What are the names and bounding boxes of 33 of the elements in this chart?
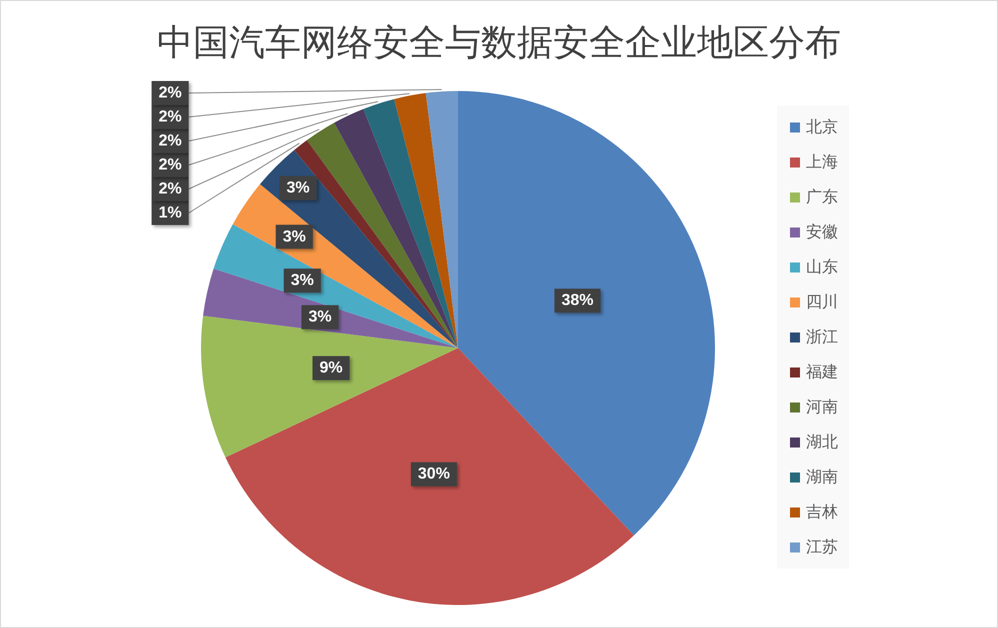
pie-slice [363, 99, 458, 348]
legend-label: 江苏 [806, 538, 838, 556]
legend-label: 吉林 [806, 503, 838, 521]
legend-label: 广东 [806, 188, 838, 206]
pie-slice [394, 93, 458, 348]
legend-label: 福建 [806, 363, 838, 381]
legend-label: 四川 [806, 293, 838, 311]
data-label: 30% [418, 466, 450, 483]
pie-slice [426, 91, 458, 348]
data-label: 9% [320, 360, 343, 377]
pie-slice [458, 91, 714, 536]
data-label: 3% [308, 308, 332, 326]
pie-slice [225, 348, 634, 605]
legend-label: 山东 [806, 258, 838, 276]
data-label: 3% [282, 228, 306, 246]
data-label: 3% [290, 272, 314, 290]
legend-label: 浙江 [806, 328, 838, 346]
legend-label: 湖北 [806, 433, 838, 451]
data-label: 2% [158, 108, 182, 126]
legend-label: 上海 [806, 153, 838, 171]
data-label: 38% [561, 292, 594, 310]
legend-label: 安徽 [806, 223, 838, 241]
data-label: 1% [158, 204, 182, 222]
data-label: 2% [158, 84, 182, 102]
legend-label: 湖南 [806, 468, 838, 486]
data-label: 3% [286, 180, 310, 197]
pie-slice [334, 109, 458, 348]
data-label: 2% [158, 180, 182, 198]
chart-title: 中国汽车网络安全与数据安全企业地区分布 [157, 22, 841, 62]
data-label: 2% [158, 156, 182, 174]
legend-label: 北京 [806, 118, 838, 136]
data-label: 2% [158, 132, 182, 150]
legend-label: 河南 [806, 398, 838, 416]
